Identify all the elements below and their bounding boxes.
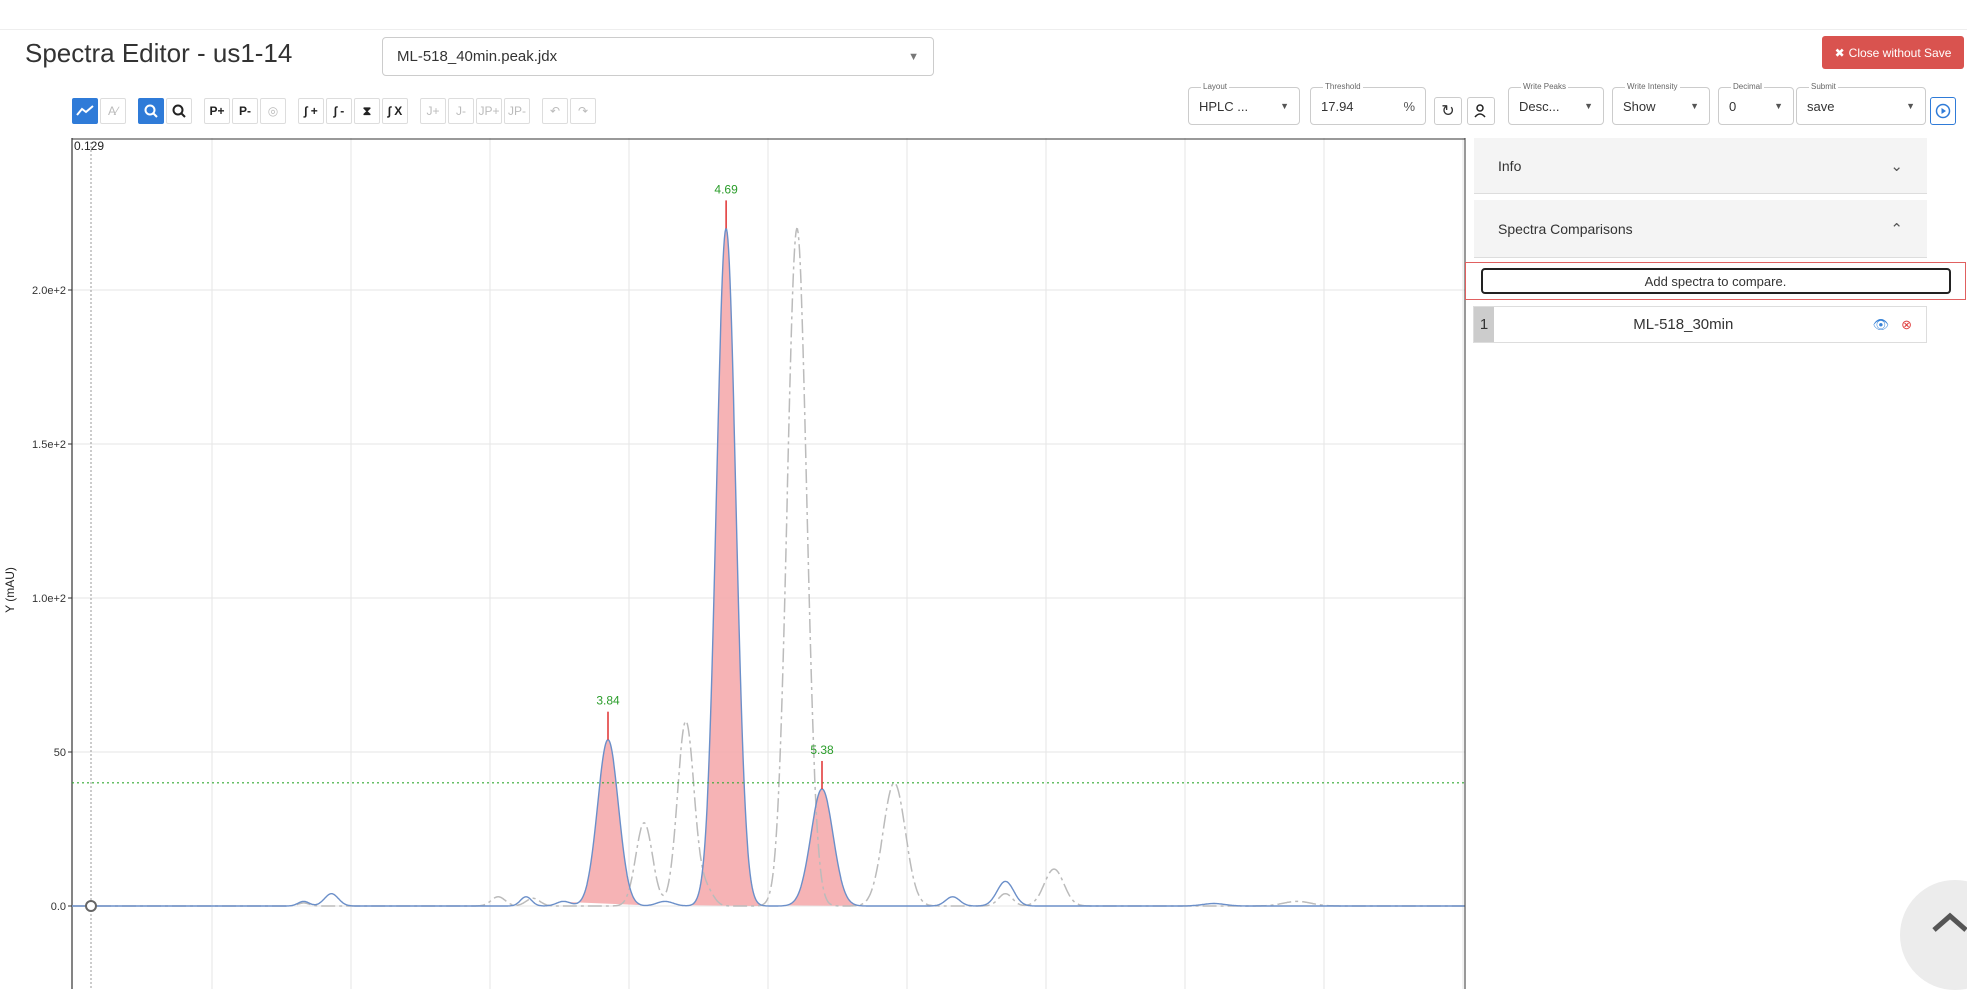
add-peak-button[interactable]: P+ (204, 98, 230, 124)
decimal-select[interactable]: Decimal 0 ▼ (1718, 82, 1794, 125)
write-intensity-value: Show (1623, 98, 1656, 114)
close-button-label: Close without Save (1848, 45, 1952, 60)
anchor-icon[interactable]: ◎ (260, 98, 286, 124)
add-spectra-container: Add spectra to compare. (1465, 262, 1966, 300)
spectrum-chart[interactable]: 0.0 50 1.0e+2 1.5e+2 2.0e+2 0.129 Y (mAU) 3.84… (0, 138, 1470, 989)
remove-multiplicity-button[interactable]: J- (448, 98, 474, 124)
peak-label: 3.84 (596, 694, 620, 708)
top-bar (0, 0, 1967, 30)
threshold-value: 17.94 (1321, 98, 1354, 114)
close-icon: ✖ (1834, 45, 1845, 60)
decimal-label: Decimal (1731, 82, 1764, 91)
chevron-up-icon (1932, 912, 1967, 932)
add-integration-button[interactable]: ∫ + (298, 98, 324, 124)
y-axis-label: Y (mAU) (3, 567, 17, 613)
clear-integration-button[interactable]: ∫ X (382, 98, 408, 124)
threshold-label: Threshold (1323, 82, 1363, 91)
integration-area (567, 739, 647, 906)
layout-label: Layout (1201, 82, 1230, 91)
y-tick-label: 0.0 (51, 901, 66, 913)
integration-area (690, 228, 770, 906)
chevron-down-icon: ▼ (1774, 101, 1783, 111)
close-without-save-button[interactable]: ✖ Close without Save (1822, 36, 1964, 69)
page-title: Spectra Editor - us1-14 (25, 38, 293, 68)
peak-label: 5.38 (810, 743, 834, 757)
write-peaks-value: Desc... (1519, 98, 1560, 114)
threshold-unit: % (1403, 98, 1415, 114)
undo-icon[interactable]: ↶ (542, 98, 568, 124)
y-tick-label: 1.5e+2 (32, 439, 66, 451)
chevron-down-icon: ▼ (1906, 101, 1915, 111)
layout-select[interactable]: Layout HPLC ... ▼ (1188, 82, 1300, 125)
file-select-value: ML-518_40min.peak.jdx (397, 48, 558, 65)
chevron-down-icon: ⌄ (1890, 157, 1903, 175)
write-peaks-label: Write Peaks (1521, 82, 1568, 91)
layout-value: HPLC ... (1199, 98, 1249, 114)
submit-select[interactable]: Submit save ▼ (1796, 82, 1926, 125)
top-value-label: 0.129 (74, 139, 104, 153)
remove-jp-button[interactable]: JP- (504, 98, 530, 124)
chevron-down-icon: ▼ (1280, 101, 1289, 111)
y-tick-label: 1.0e+2 (32, 593, 66, 605)
submit-label: Submit (1809, 82, 1838, 91)
file-select[interactable]: ML-518_40min.peak.jdx ▼ (382, 37, 934, 76)
eye-icon[interactable]: 👁 (1872, 316, 1890, 332)
comparison-name: ML-518_30min (1633, 316, 1734, 333)
info-accordion[interactable]: Info ⌄ (1474, 138, 1927, 194)
decimal-value: 0 (1729, 98, 1737, 114)
submit-value: save (1807, 98, 1835, 114)
y-tick-label: 50 (54, 747, 66, 759)
redo-icon[interactable]: ↷ (570, 98, 596, 124)
refresh-icon[interactable]: ↻ (1434, 97, 1462, 125)
chevron-down-icon: ▼ (1584, 101, 1593, 111)
threshold-input[interactable]: Threshold 17.94 % (1310, 82, 1426, 125)
spectra-comparisons-accordion[interactable]: Spectra Comparisons ⌃ (1474, 200, 1927, 258)
play-circle-icon[interactable] (1930, 97, 1956, 125)
remove-integration-button[interactable]: ∫ - (326, 98, 352, 124)
info-label: Info (1498, 157, 1522, 174)
zoom-in-icon[interactable] (138, 98, 164, 124)
integration-area (785, 789, 864, 906)
add-jp-button[interactable]: JP+ (476, 98, 502, 124)
editor-toolbar: A∕ P+ P- ◎ ∫ + ∫ - ⧗ ∫ X J+ J- JP+ JP- ↶… (72, 97, 608, 125)
chevron-up-icon: ⌃ (1890, 220, 1903, 238)
y-tick-label: 2.0e+2 (32, 285, 66, 297)
add-spectra-input[interactable]: Add spectra to compare. (1480, 268, 1951, 294)
zoom-reset-icon[interactable] (166, 98, 192, 124)
write-intensity-select[interactable]: Write Intensity Show ▼ (1612, 82, 1710, 125)
remove-circle-icon[interactable]: ⊗ (1901, 316, 1912, 332)
remove-peak-button[interactable]: P- (232, 98, 258, 124)
scroll-to-top-button[interactable] (1900, 880, 1967, 990)
peak-mode-icon[interactable]: A∕ (100, 98, 126, 124)
spectra-comparisons-label: Spectra Comparisons (1498, 220, 1633, 237)
write-peaks-select[interactable]: Write Peaks Desc... ▼ (1508, 82, 1604, 125)
peak-label: 4.69 (714, 182, 738, 196)
add-multiplicity-button[interactable]: J+ (420, 98, 446, 124)
chevron-down-icon: ▼ (908, 50, 919, 63)
user-check-icon[interactable] (1467, 97, 1495, 125)
line-mode-icon[interactable] (72, 98, 98, 124)
origin-marker (85, 900, 97, 912)
comparison-index: 1 (1474, 307, 1494, 342)
hourglass-icon[interactable]: ⧗ (354, 98, 380, 124)
chevron-down-icon: ▼ (1690, 101, 1699, 111)
write-intensity-label: Write Intensity (1625, 82, 1680, 91)
main-trace (72, 227, 1465, 907)
comparison-row: 1 ML-518_30min 👁 ⊗ (1473, 306, 1927, 343)
